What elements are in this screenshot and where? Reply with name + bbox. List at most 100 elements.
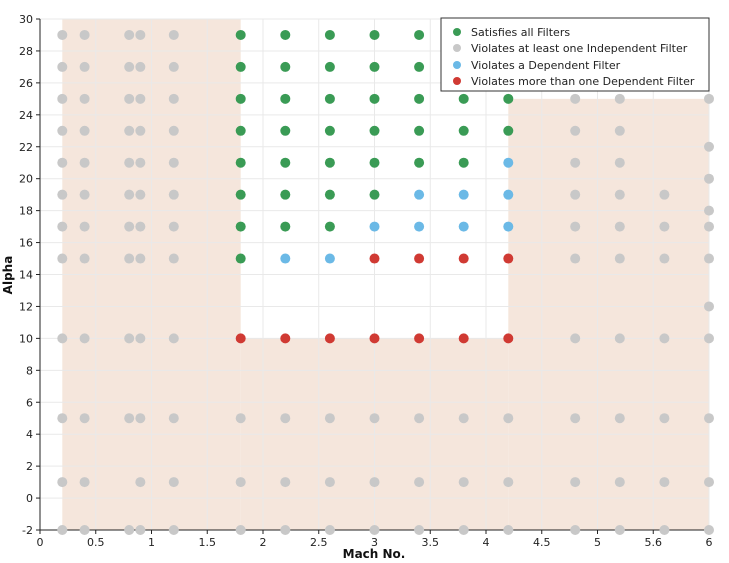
data-point	[369, 525, 380, 535]
data-point	[168, 29, 179, 40]
x-tick-label: 2	[260, 536, 267, 549]
data-point	[168, 413, 179, 424]
y-tick-label: 22	[19, 141, 33, 154]
data-point	[79, 61, 90, 72]
data-point	[168, 189, 179, 200]
x-tick-label: 4.5	[533, 536, 551, 549]
data-point	[324, 157, 335, 168]
data-point	[369, 333, 380, 344]
data-point	[503, 477, 514, 488]
data-point	[124, 125, 135, 136]
data-point	[414, 157, 425, 168]
data-point	[324, 29, 335, 40]
data-point	[659, 413, 670, 424]
data-point	[280, 189, 291, 200]
data-point	[458, 125, 469, 136]
data-point	[614, 157, 625, 168]
data-point	[79, 157, 90, 168]
data-point	[168, 61, 179, 72]
data-point	[458, 189, 469, 200]
y-tick-label: 4	[26, 428, 33, 441]
data-point	[124, 221, 135, 232]
data-point	[124, 525, 135, 535]
data-point	[235, 333, 246, 344]
data-point	[280, 221, 291, 232]
data-point	[369, 29, 380, 40]
data-point	[79, 189, 90, 200]
data-point	[659, 525, 670, 535]
data-point	[614, 221, 625, 232]
data-point	[614, 525, 625, 535]
data-point	[79, 477, 90, 488]
data-point	[280, 525, 291, 535]
data-point	[503, 413, 514, 424]
data-point	[57, 525, 68, 535]
data-point	[57, 93, 68, 104]
y-axis-title: Alpha	[1, 256, 15, 295]
y-tick-label: 20	[19, 173, 33, 186]
data-point	[704, 173, 714, 184]
data-point	[704, 205, 714, 216]
data-point	[614, 189, 625, 200]
data-point	[704, 333, 714, 344]
data-point	[458, 157, 469, 168]
data-point	[135, 157, 146, 168]
data-point	[235, 157, 246, 168]
y-tick-label: -2	[22, 524, 33, 537]
data-point	[324, 93, 335, 104]
data-point	[280, 477, 291, 488]
data-point	[124, 189, 135, 200]
x-tick-label: 0	[37, 536, 44, 549]
data-point	[57, 125, 68, 136]
data-point	[168, 125, 179, 136]
x-tick-label: 5	[594, 536, 601, 549]
data-point	[704, 221, 714, 232]
data-point	[324, 221, 335, 232]
data-point	[570, 221, 581, 232]
data-point	[369, 477, 380, 488]
data-point	[135, 189, 146, 200]
data-point	[369, 157, 380, 168]
data-point	[369, 93, 380, 104]
data-point	[79, 525, 90, 535]
data-point	[235, 413, 246, 424]
data-point	[570, 157, 581, 168]
data-point	[235, 253, 246, 264]
data-point	[79, 413, 90, 424]
data-point	[280, 93, 291, 104]
data-point	[235, 525, 246, 535]
data-point	[369, 189, 380, 200]
data-point	[324, 413, 335, 424]
x-tick-label: 1.5	[199, 536, 217, 549]
data-point	[124, 93, 135, 104]
legend-marker	[453, 28, 461, 36]
data-point	[168, 221, 179, 232]
data-point	[614, 125, 625, 136]
data-point	[79, 29, 90, 40]
data-point	[79, 221, 90, 232]
legend-entry-satisfies: Satisfies all Filters	[453, 26, 570, 39]
data-points	[57, 29, 714, 535]
y-tick-label: 0	[26, 492, 33, 505]
data-point	[458, 525, 469, 535]
data-point	[614, 253, 625, 264]
data-point	[458, 221, 469, 232]
data-point	[458, 253, 469, 264]
data-point	[414, 125, 425, 136]
x-tick-label: 6	[706, 536, 713, 549]
y-tick-label: 16	[19, 237, 33, 250]
data-point	[235, 125, 246, 136]
y-tick-label: 26	[19, 77, 33, 90]
data-point	[57, 413, 68, 424]
data-point	[168, 333, 179, 344]
data-point	[659, 477, 670, 488]
data-point	[135, 125, 146, 136]
x-tick-label: 0.5	[87, 536, 105, 549]
data-point	[503, 125, 514, 136]
data-point	[503, 253, 514, 264]
legend-label: Violates a Dependent Filter	[471, 59, 621, 72]
data-point	[324, 253, 335, 264]
data-point	[570, 413, 581, 424]
data-point	[614, 413, 625, 424]
data-point	[168, 525, 179, 535]
